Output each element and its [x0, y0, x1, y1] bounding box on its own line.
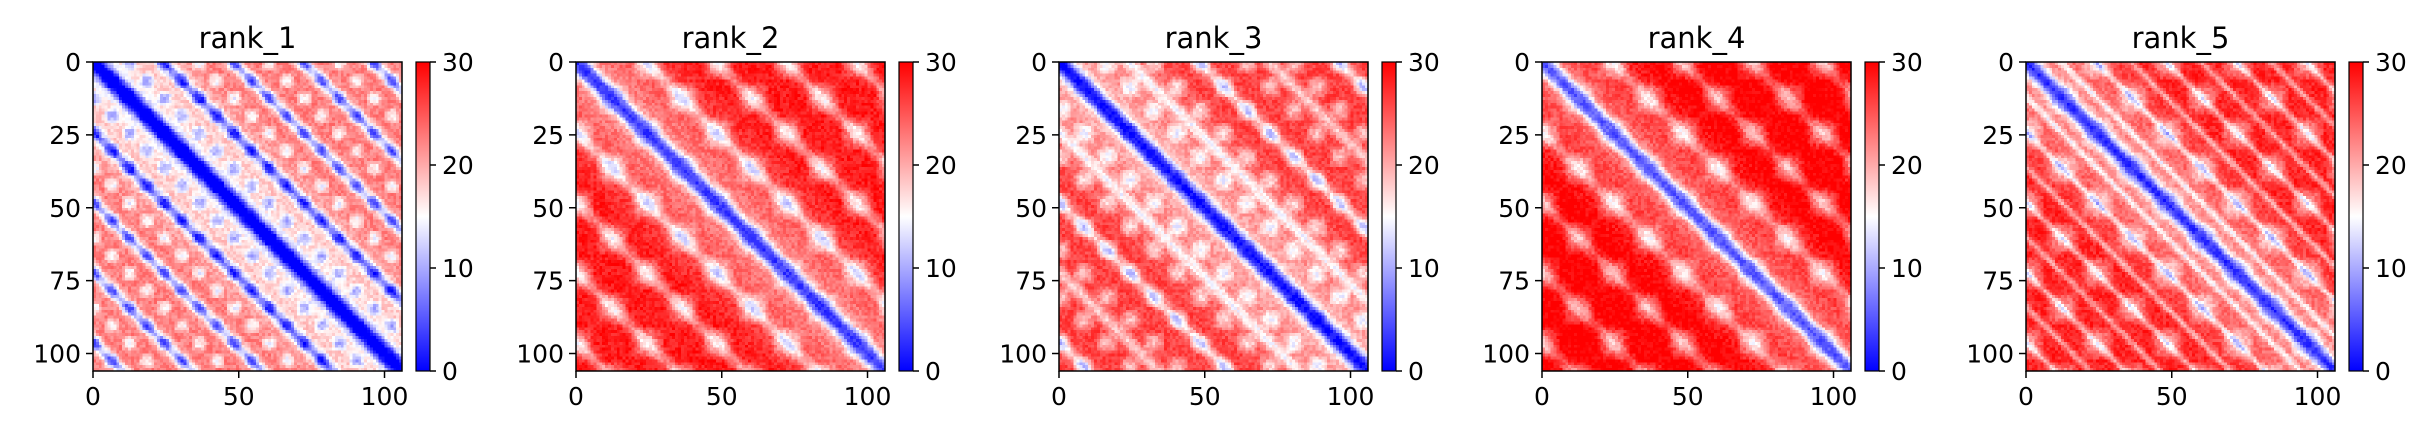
- x-tick-label: 100: [2294, 382, 2342, 411]
- colorbar-tick-label: 0: [1891, 357, 1907, 386]
- chart-title: rank_3: [1165, 21, 1263, 55]
- y-tick-label: 0: [65, 48, 81, 77]
- colorbar-tick-label: 0: [2375, 357, 2391, 386]
- colorbar-tick-label: 10: [1408, 254, 1440, 283]
- y-tick-label: 25: [1015, 121, 1047, 150]
- colorbar-tick-label: 20: [2375, 151, 2407, 180]
- y-tick-label: 75: [532, 267, 564, 296]
- chart-title: rank_5: [2132, 21, 2230, 55]
- colorbar-tick-label: 0: [1408, 357, 1424, 386]
- colorbar-frame: [415, 61, 431, 372]
- colorbar-tick-label: 30: [1408, 48, 1440, 77]
- colorbar: [899, 62, 913, 371]
- x-tick-label: 0: [85, 382, 101, 411]
- y-tick-label: 25: [1982, 121, 2014, 150]
- x-tick-label: 0: [2018, 382, 2034, 411]
- heatmap-cells: [93, 62, 402, 371]
- y-tick-label: 100: [1966, 340, 2014, 369]
- colorbar-tick-label: 10: [2375, 254, 2407, 283]
- colorbar-tick-label: 10: [925, 254, 957, 283]
- plot-frame: [1058, 61, 1369, 372]
- colorbar: [1865, 62, 1879, 371]
- y-tick-label: 100: [999, 340, 1047, 369]
- y-tick-label: 75: [49, 267, 81, 296]
- colorbar: [416, 62, 430, 371]
- y-tick-label: 0: [1998, 48, 2014, 77]
- x-tick-label: 50: [2156, 382, 2188, 411]
- colorbar-frame: [1864, 61, 1880, 372]
- plot-frame: [575, 61, 886, 372]
- y-tick-label: 25: [1498, 121, 1530, 150]
- colorbar-tick-label: 20: [442, 151, 474, 180]
- x-tick-label: 0: [1534, 382, 1550, 411]
- y-tick-label: 0: [1031, 48, 1047, 77]
- y-tick-label: 0: [1514, 48, 1530, 77]
- x-tick-label: 100: [361, 382, 409, 411]
- colorbar-frame: [2348, 61, 2364, 372]
- y-tick-label: 100: [33, 340, 81, 369]
- heatmap-cells: [1059, 62, 1368, 371]
- x-tick-label: 50: [1189, 382, 1221, 411]
- colorbar-tick-label: 0: [925, 357, 941, 386]
- colorbar-tick-label: 30: [2375, 48, 2407, 77]
- colorbar-tick-label: 10: [1891, 254, 1923, 283]
- colorbar-tick-label: 20: [1891, 151, 1923, 180]
- x-tick-label: 50: [706, 382, 738, 411]
- y-tick-label: 50: [49, 194, 81, 223]
- chart-title: rank_1: [199, 21, 297, 55]
- colorbar-tick-label: 10: [442, 254, 474, 283]
- plot-frame: [1541, 61, 1852, 372]
- y-tick-label: 50: [1498, 194, 1530, 223]
- heatmap-cells: [1542, 62, 1851, 371]
- x-tick-label: 50: [1672, 382, 1704, 411]
- y-tick-label: 75: [1015, 267, 1047, 296]
- y-tick-label: 50: [532, 194, 564, 223]
- x-tick-label: 0: [1051, 382, 1067, 411]
- y-tick-label: 75: [1982, 267, 2014, 296]
- x-tick-label: 100: [1810, 382, 1858, 411]
- colorbar: [1382, 62, 1396, 371]
- plot-frame: [2025, 61, 2336, 372]
- colorbar: [2349, 62, 2363, 371]
- x-tick-label: 100: [844, 382, 892, 411]
- y-tick-label: 100: [516, 340, 564, 369]
- colorbar-frame: [898, 61, 914, 372]
- y-tick-label: 0: [548, 48, 564, 77]
- colorbar-tick-label: 0: [442, 357, 458, 386]
- colorbar-tick-label: 30: [925, 48, 957, 77]
- x-tick-label: 0: [568, 382, 584, 411]
- colorbar-tick-label: 30: [1891, 48, 1923, 77]
- x-tick-label: 50: [223, 382, 255, 411]
- colorbar-tick-label: 20: [1408, 151, 1440, 180]
- colorbar-frame: [1381, 61, 1397, 372]
- chart-title: rank_2: [682, 21, 780, 55]
- y-tick-label: 25: [49, 121, 81, 150]
- heatmap-cells: [2026, 62, 2335, 371]
- y-tick-label: 50: [1015, 194, 1047, 223]
- plot-frame: [92, 61, 403, 372]
- heatmap-cells: [576, 62, 885, 371]
- x-tick-label: 100: [1327, 382, 1375, 411]
- colorbar-tick-label: 30: [442, 48, 474, 77]
- chart-title: rank_4: [1648, 21, 1746, 55]
- y-tick-label: 25: [532, 121, 564, 150]
- y-tick-label: 75: [1498, 267, 1530, 296]
- colorbar-tick-label: 20: [925, 151, 957, 180]
- y-tick-label: 100: [1482, 340, 1530, 369]
- y-tick-label: 50: [1982, 194, 2014, 223]
